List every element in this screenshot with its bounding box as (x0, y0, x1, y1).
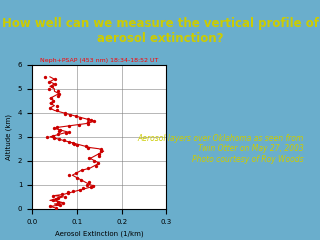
Point (51, 136, 56, 140)
Point (52, 82, 57, 86)
Point (84, 144, 89, 148)
Point (53, 197, 59, 201)
Point (70, 141, 75, 145)
Point (46, 87, 51, 91)
Point (86, 120, 91, 124)
Point (55, 94, 60, 98)
Point (88, 118, 93, 122)
Point (71, 142, 76, 146)
Point (77, 188, 83, 192)
Point (67, 140, 72, 144)
Point (57, 128, 62, 132)
Point (92, 159, 97, 163)
Point (96, 154, 101, 158)
Point (78, 178, 83, 182)
Point (48, 96, 53, 100)
Point (73, 171, 78, 175)
Point (61, 138, 66, 142)
Text: How well can we measure the vertical profile of
aerosol extinction?: How well can we measure the vertical pro… (2, 17, 318, 45)
Point (95, 161, 100, 165)
Point (47, 80, 52, 84)
Point (60, 201, 65, 205)
Point (53, 206, 58, 210)
Point (44, 135, 49, 139)
Point (81, 186, 86, 190)
Point (56, 137, 61, 141)
Point (54, 104, 59, 108)
Point (76, 123, 82, 127)
Point (86, 180, 92, 184)
Point (86, 156, 92, 160)
Point (85, 122, 91, 126)
Point (63, 131, 68, 135)
Point (66, 130, 71, 134)
Point (55, 108, 60, 112)
Point (85, 146, 90, 150)
Point (67, 173, 72, 177)
Point (43, 75, 48, 79)
Point (56, 200, 61, 204)
Point (70, 189, 76, 193)
Point (85, 166, 90, 170)
Point (84, 183, 90, 187)
Point (51, 198, 56, 202)
Point (55, 89, 60, 93)
Point (62, 195, 67, 199)
Point (97, 152, 102, 156)
Point (50, 134, 55, 138)
X-axis label: Aerosol Extinction (1/km): Aerosol Extinction (1/km) (55, 230, 143, 237)
Point (55, 125, 60, 129)
Point (66, 191, 71, 195)
Point (55, 196, 60, 200)
Point (79, 168, 84, 172)
Point (58, 203, 63, 207)
Point (63, 111, 68, 115)
Point (67, 124, 72, 128)
Point (47, 106, 52, 110)
Y-axis label: Altitude (km): Altitude (km) (6, 114, 12, 160)
Point (99, 147, 104, 151)
Title: Neph+PSAP (453 nm) 18:34-18:52 UT: Neph+PSAP (453 nm) 18:34-18:52 UT (40, 58, 158, 63)
Point (48, 101, 53, 105)
Point (67, 113, 72, 117)
Point (74, 114, 79, 118)
Point (66, 190, 71, 194)
Point (56, 92, 61, 96)
Point (51, 194, 56, 198)
Point (60, 192, 65, 196)
Point (85, 117, 91, 121)
Point (90, 184, 95, 188)
Point (74, 176, 79, 180)
Text: Aerosol layers over Oklahoma as seen from
Twin Otter on May 27, 2003
Photo court: Aerosol layers over Oklahoma as seen fro… (138, 134, 304, 164)
Point (78, 116, 83, 120)
Point (52, 77, 57, 81)
Point (57, 129, 62, 133)
Point (88, 185, 93, 189)
Point (93, 164, 98, 168)
Point (50, 99, 55, 103)
Point (99, 149, 104, 153)
Point (74, 143, 79, 147)
Point (55, 132, 60, 136)
Point (92, 119, 97, 123)
Point (55, 202, 60, 206)
Point (47, 204, 52, 208)
Point (51, 126, 56, 130)
Point (63, 112, 68, 116)
Point (49, 84, 54, 88)
